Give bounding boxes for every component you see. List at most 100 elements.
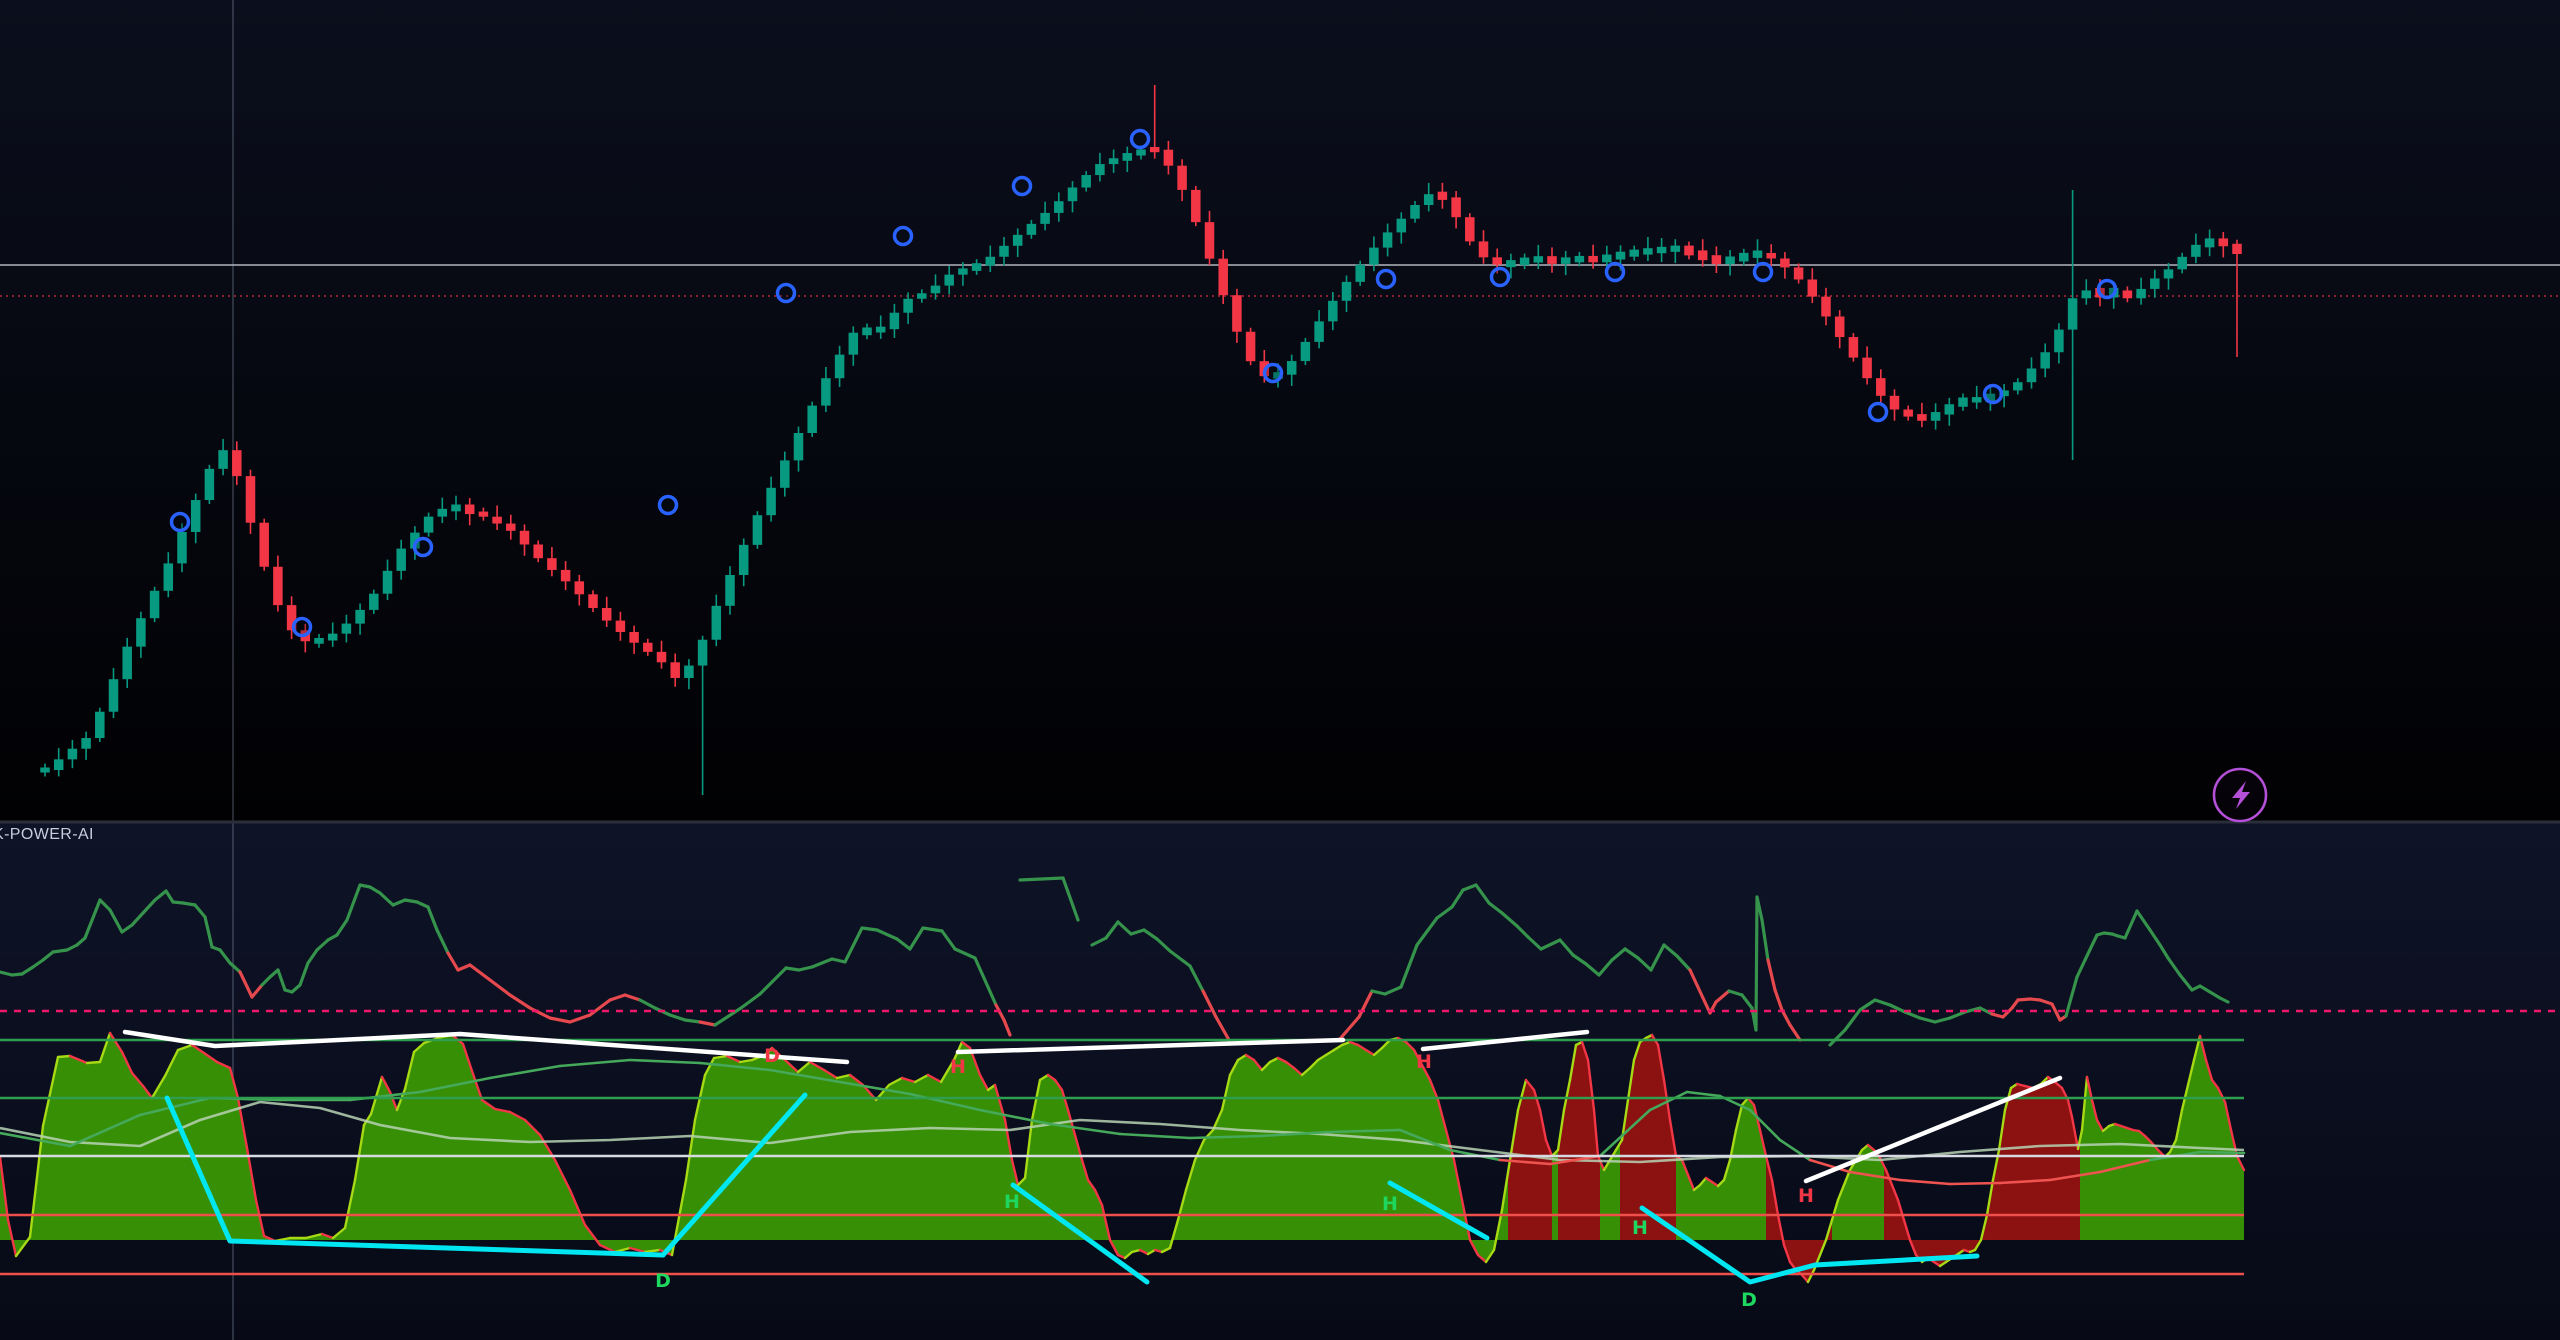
candle[interactable] xyxy=(1533,244,1544,269)
candle[interactable] xyxy=(1437,182,1448,209)
candle[interactable] xyxy=(821,367,831,412)
candle[interactable] xyxy=(1314,310,1324,349)
buy-signal-circle-marker[interactable] xyxy=(1129,128,1151,150)
candle[interactable] xyxy=(2054,323,2064,364)
candle[interactable] xyxy=(2191,233,2201,264)
candle[interactable] xyxy=(1711,246,1722,274)
candle[interactable] xyxy=(547,547,557,577)
candle[interactable] xyxy=(53,748,64,777)
candle[interactable] xyxy=(1971,385,1982,409)
candle[interactable] xyxy=(1807,268,1818,304)
buy-signal-circle-marker[interactable] xyxy=(657,494,679,516)
candle[interactable] xyxy=(451,495,461,521)
candle[interactable] xyxy=(1670,239,1681,264)
candle[interactable] xyxy=(985,245,996,273)
candle[interactable] xyxy=(2081,279,2092,305)
lightning-icon-group[interactable] xyxy=(2212,767,2268,823)
candle[interactable] xyxy=(519,524,530,556)
candle[interactable] xyxy=(2067,190,2078,460)
candle[interactable] xyxy=(149,586,160,623)
buy-signal-circle-marker[interactable] xyxy=(2096,278,2118,300)
candle[interactable] xyxy=(1369,236,1379,272)
candle[interactable] xyxy=(1506,253,1516,279)
candle[interactable] xyxy=(1917,402,1927,428)
candle[interactable] xyxy=(204,464,215,505)
candle[interactable] xyxy=(1862,346,1872,385)
buy-signal-circle-marker[interactable] xyxy=(1011,175,1033,197)
candle[interactable] xyxy=(862,323,872,340)
buy-signal-circle-marker[interactable] xyxy=(1489,266,1511,288)
candle[interactable] xyxy=(259,518,269,571)
candle[interactable] xyxy=(1766,244,1776,268)
candle[interactable] xyxy=(834,345,845,387)
candle[interactable] xyxy=(163,552,174,598)
candle[interactable] xyxy=(848,326,859,366)
candle[interactable] xyxy=(1108,149,1119,173)
candle[interactable] xyxy=(533,540,543,563)
candle[interactable] xyxy=(2122,286,2133,303)
candle[interactable] xyxy=(1547,247,1557,273)
candle[interactable] xyxy=(355,603,365,635)
candle[interactable] xyxy=(889,303,900,338)
candle[interactable] xyxy=(1643,237,1653,262)
candle[interactable] xyxy=(1040,201,1050,231)
candle[interactable] xyxy=(2026,357,2037,389)
candle[interactable] xyxy=(738,538,749,587)
candle[interactable] xyxy=(971,259,982,275)
candle[interactable] xyxy=(1876,369,1886,405)
candle[interactable] xyxy=(232,441,242,485)
candle[interactable] xyxy=(327,622,338,647)
candle[interactable] xyxy=(1793,263,1804,284)
buy-signal-circle-marker[interactable] xyxy=(412,536,434,558)
candle[interactable] xyxy=(1341,275,1352,312)
lightning-icon[interactable] xyxy=(2232,781,2250,809)
candle[interactable] xyxy=(1930,403,1941,430)
white-divergence-line[interactable] xyxy=(1420,1029,1590,1052)
candle[interactable] xyxy=(2150,269,2160,298)
candle[interactable] xyxy=(464,498,475,526)
candle[interactable] xyxy=(1752,239,1763,265)
candle[interactable] xyxy=(1903,405,1913,421)
candle[interactable] xyxy=(40,763,50,777)
candle[interactable] xyxy=(1985,384,1996,411)
candle[interactable] xyxy=(286,596,297,640)
candle[interactable] xyxy=(314,634,324,648)
white-divergence-line[interactable] xyxy=(122,1029,850,1065)
candle[interactable] xyxy=(2218,232,2229,258)
candle[interactable] xyxy=(2177,252,2187,274)
buy-signal-circle-marker[interactable] xyxy=(1982,383,2004,405)
candle[interactable] xyxy=(382,559,393,601)
candle[interactable] xyxy=(999,237,1009,266)
candle[interactable] xyxy=(492,505,502,530)
candle[interactable] xyxy=(1286,354,1297,386)
candle[interactable] xyxy=(1149,85,1160,159)
candle[interactable] xyxy=(780,451,790,497)
candle[interactable] xyxy=(1958,393,1968,411)
candle[interactable] xyxy=(2163,262,2174,290)
candle[interactable] xyxy=(1834,310,1845,349)
candle[interactable] xyxy=(711,594,722,647)
candle[interactable] xyxy=(917,289,927,303)
candle[interactable] xyxy=(670,653,680,687)
candle[interactable] xyxy=(1519,253,1530,270)
candle[interactable] xyxy=(725,566,735,615)
candle[interactable] xyxy=(95,707,105,743)
candle[interactable] xyxy=(2013,378,2023,395)
candle[interactable] xyxy=(1026,219,1037,239)
candle[interactable] xyxy=(2136,277,2146,305)
candle[interactable] xyxy=(1012,228,1023,257)
candle[interactable] xyxy=(697,635,708,795)
cyan-divergence-line[interactable] xyxy=(1639,1205,1980,1285)
candle[interactable] xyxy=(930,274,941,300)
cyan-divergence-line[interactable] xyxy=(164,1095,666,1258)
candle[interactable] xyxy=(958,262,968,286)
candle[interactable] xyxy=(1629,245,1639,261)
candle[interactable] xyxy=(615,611,626,641)
candle[interactable] xyxy=(944,265,954,295)
candle[interactable] xyxy=(1245,327,1256,366)
candle[interactable] xyxy=(1588,244,1598,269)
candle[interactable] xyxy=(1218,249,1228,304)
candle[interactable] xyxy=(190,493,201,544)
buy-signal-circle-marker[interactable] xyxy=(1604,261,1626,283)
